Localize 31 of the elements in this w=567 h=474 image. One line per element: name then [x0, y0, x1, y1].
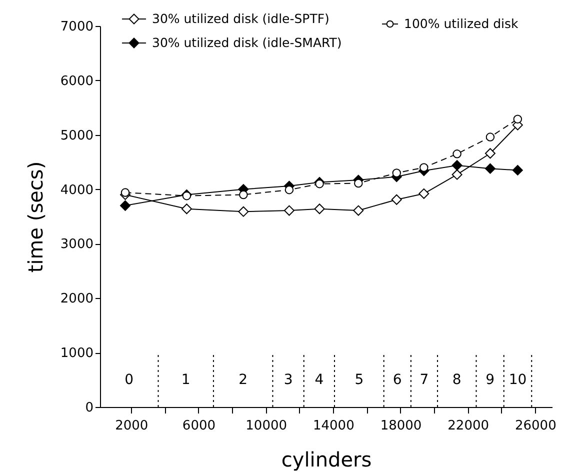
annotation: 3: [284, 372, 293, 388]
x-axis-title: cylinders: [281, 448, 372, 472]
x-tick-label: 18000: [380, 418, 422, 434]
annotation: 7: [420, 372, 429, 388]
y-tick-label: 7000: [60, 20, 94, 34]
y-tick-label: 3000: [60, 237, 94, 252]
legend-label: 30% utilized disk (idle-SMART): [152, 35, 342, 50]
annotation: 2: [238, 372, 248, 388]
legend-label: 100% utilized disk: [404, 16, 520, 31]
annotation: 8: [452, 372, 462, 388]
x-tick-label: 6000: [182, 418, 216, 434]
x-tick-label: 2000: [115, 418, 148, 434]
y-tick-label: 5000: [60, 128, 94, 144]
y-tick-label: 1000: [60, 346, 94, 362]
legend-label: 30% utilized disk (idle-SPTF): [152, 11, 330, 26]
x-tick-label: 26000: [514, 418, 556, 434]
y-tick-label: 0: [85, 400, 94, 416]
annotation: 10: [508, 372, 527, 388]
x-tick-label: 14000: [312, 418, 354, 434]
annotation: 9: [486, 372, 495, 388]
y-tick-label: 4000: [60, 182, 94, 198]
y-tick-label: 2000: [60, 292, 94, 307]
annotation: 0: [124, 372, 134, 388]
y-tick-label: 6000: [60, 74, 94, 89]
x-tick-label: 10000: [246, 418, 287, 434]
y-axis-title: time (secs): [23, 161, 48, 273]
annotation: 4: [314, 372, 324, 388]
annotation: 6: [392, 372, 402, 388]
annotation: 1: [181, 372, 190, 388]
x-tick-label: 22000: [448, 418, 490, 434]
annotation: 5: [354, 372, 364, 388]
